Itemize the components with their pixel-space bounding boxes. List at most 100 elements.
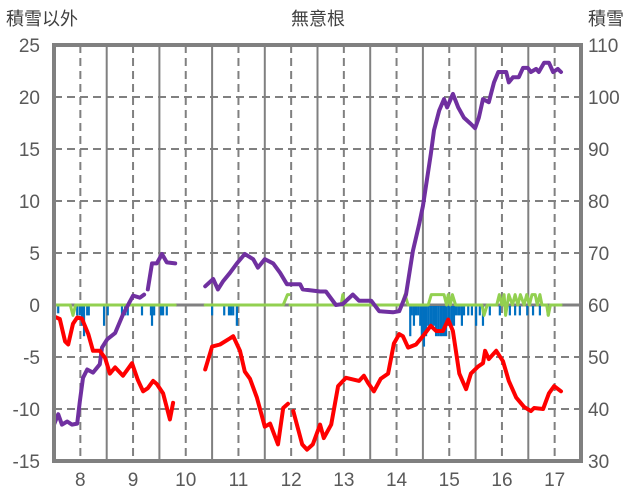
x-tick-label: 17 — [544, 470, 565, 491]
precip-bar — [76, 306, 79, 316]
precip-bar — [531, 306, 535, 316]
precip-bar — [419, 306, 422, 326]
y-left-tick-label: 20 — [19, 88, 40, 109]
x-tick-label: 13 — [333, 470, 354, 491]
precip-bar — [417, 306, 420, 316]
precip-bar — [126, 306, 129, 316]
y-left-tick-label: -15 — [13, 452, 40, 473]
precip-bar — [498, 306, 501, 316]
precip-bar — [526, 306, 529, 316]
precip-bar — [102, 306, 106, 326]
y-right-tick-label: 70 — [588, 244, 609, 265]
y-right-tick-label: 50 — [588, 348, 609, 369]
precip-bar — [87, 306, 90, 316]
x-tick-label: 10 — [175, 470, 196, 491]
y-right-tick-label: 30 — [588, 452, 609, 473]
chart-title: 無意根 — [291, 9, 345, 30]
precip-bar — [229, 306, 233, 316]
precip-bar — [518, 306, 521, 316]
precip-bar — [452, 306, 456, 326]
precip-bar — [140, 306, 144, 316]
precip-bar — [57, 306, 60, 314]
series-line-temperature — [52, 314, 563, 452]
precip-bar — [455, 306, 458, 316]
y-left-tick-label: 15 — [19, 140, 40, 161]
precip-bar — [457, 306, 460, 316]
left-axis-title: 積雪以外 — [6, 9, 78, 30]
x-tick-label: 11 — [229, 470, 249, 491]
precip-bar — [159, 306, 163, 316]
precip-bar — [462, 306, 466, 316]
precip-bar — [475, 306, 478, 326]
precip-bar — [460, 306, 463, 326]
precip-bar — [424, 306, 428, 337]
y-right-tick-label: 100 — [588, 88, 620, 109]
series-line-green — [52, 293, 563, 317]
precip-bar — [450, 306, 453, 326]
precip-bar — [508, 306, 511, 316]
precip-bar — [427, 306, 430, 326]
precip-bar — [414, 306, 418, 316]
precip-bar — [440, 306, 443, 337]
precip-bar — [153, 306, 156, 316]
precip-bar — [448, 306, 451, 326]
gridlines — [54, 44, 581, 462]
x-tick-label: 12 — [281, 470, 302, 491]
precip-bar — [447, 306, 450, 326]
precip-bar — [223, 306, 226, 316]
x-tick-label: 8 — [75, 470, 86, 491]
y-right-tick-label: 60 — [588, 296, 609, 317]
precip-bar — [235, 306, 238, 326]
x-tick-label: 14 — [386, 470, 408, 491]
precip-bar — [437, 306, 440, 337]
precip-bar — [80, 306, 84, 326]
precip-bar — [430, 306, 433, 326]
y-left-tick-label: 5 — [29, 244, 40, 265]
precip-bar — [165, 306, 168, 316]
precip-bar — [478, 306, 481, 316]
y-right-tick-label: 80 — [588, 192, 609, 213]
precip-bar — [432, 306, 436, 326]
precip-bar — [429, 306, 432, 326]
x-tick-label: 16 — [491, 470, 512, 491]
x-tick-label: 15 — [439, 470, 460, 491]
x-tick-label: 9 — [128, 470, 139, 491]
precip-bar — [232, 306, 235, 316]
precip-bar — [538, 306, 541, 316]
right-axis-title: 積雪 — [588, 9, 624, 30]
y-left-tick-label: -5 — [23, 348, 40, 369]
precip-bar — [470, 306, 474, 316]
precip-bar — [434, 306, 438, 337]
precip-bar — [106, 306, 109, 316]
precip-bar — [409, 306, 412, 337]
line-series — [52, 60, 563, 452]
precip-bar — [412, 306, 416, 326]
y-left-tick-label: 0 — [29, 296, 40, 317]
precip-bar — [439, 306, 442, 337]
y-right-tick-label: 110 — [588, 36, 618, 57]
precip-bar — [410, 306, 413, 316]
plot-border — [52, 43, 583, 463]
precip-bar — [227, 306, 231, 316]
y-left-tick-label: -10 — [13, 400, 40, 421]
precip-bar — [488, 306, 491, 316]
precip-bar — [120, 306, 124, 316]
y-left-tick-label: 25 — [19, 36, 40, 57]
precip-bar — [467, 306, 470, 316]
y-left-tick-label: 10 — [19, 192, 40, 213]
y-right-tick-label: 90 — [588, 140, 609, 161]
precip-bar — [420, 306, 423, 337]
y-right-tick-label: 40 — [588, 400, 609, 421]
series-line-snow-depth — [52, 60, 563, 427]
precip-bar — [422, 306, 426, 347]
precip-bar — [442, 306, 446, 337]
precip-bar — [150, 306, 154, 326]
precip-bar — [78, 306, 81, 316]
precip-bar — [514, 306, 517, 316]
precip-bar — [211, 306, 214, 316]
precip-bar — [161, 306, 165, 316]
precip-bar — [86, 306, 89, 316]
precip-bar — [458, 306, 461, 316]
